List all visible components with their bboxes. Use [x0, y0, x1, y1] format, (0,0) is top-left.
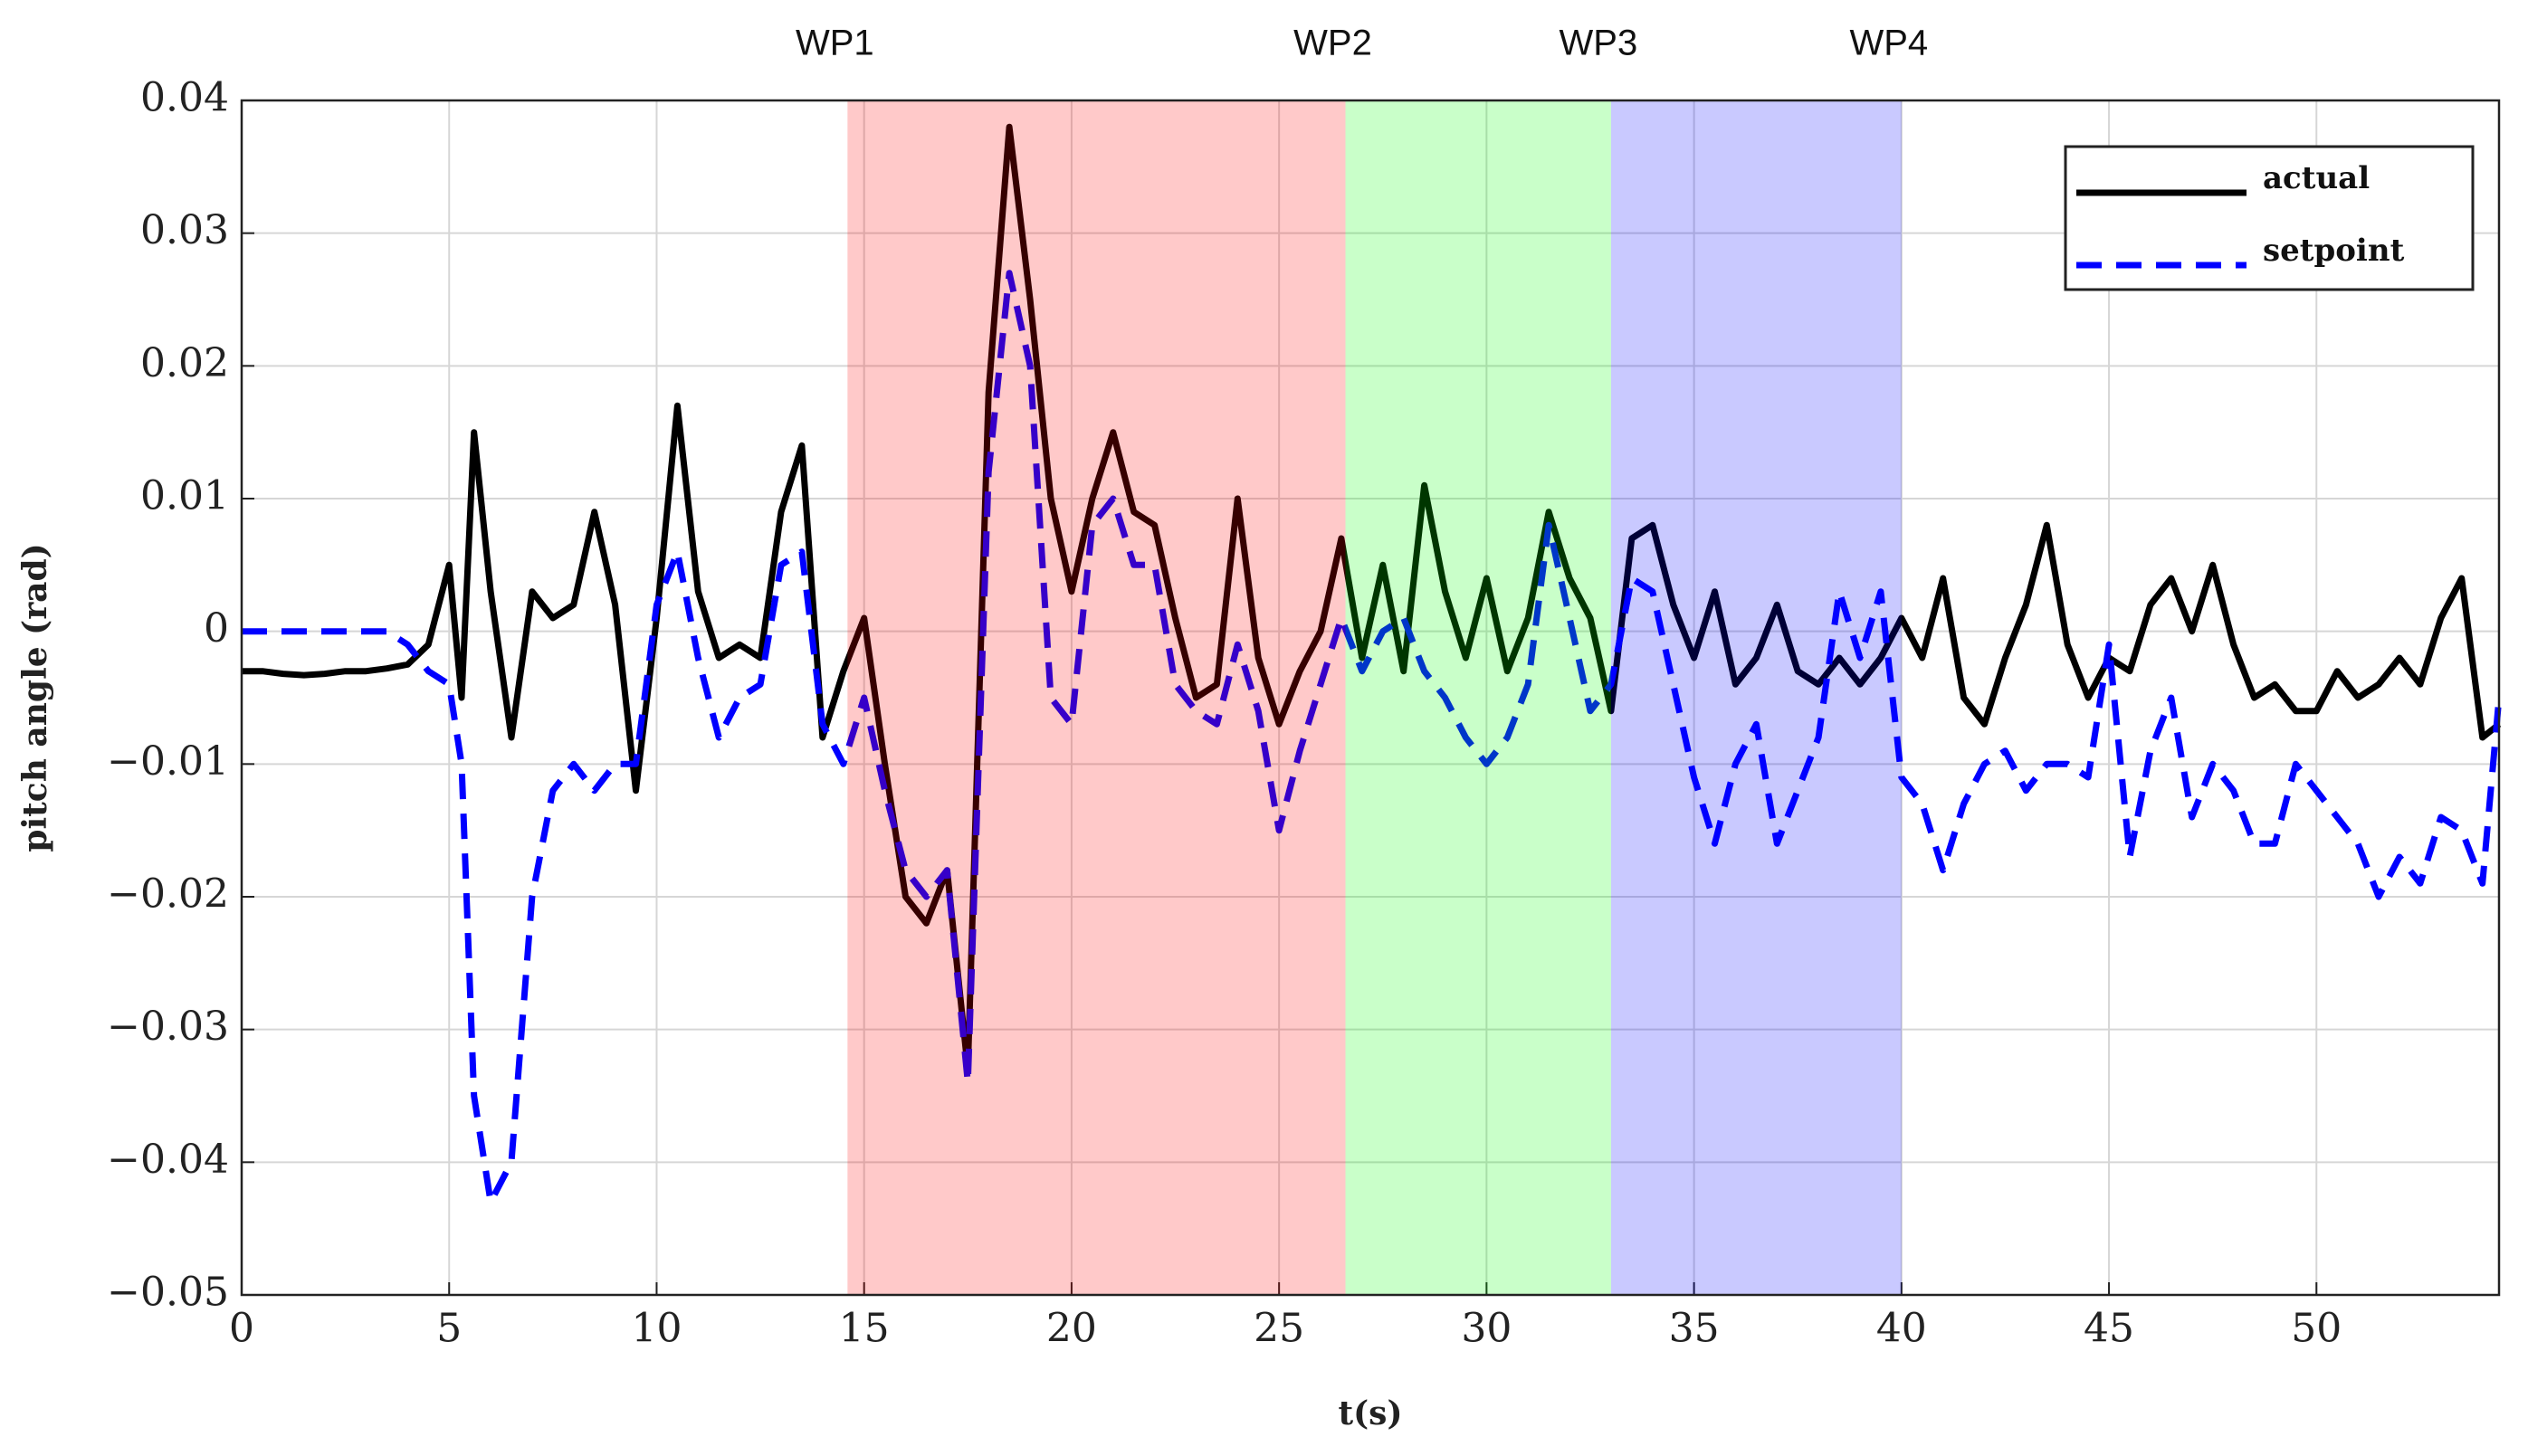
phase-region [1345, 100, 1611, 1295]
x-tick-label: 30 [1461, 1306, 1512, 1352]
y-tick-label: −0.04 [107, 1137, 229, 1183]
phase-region [1610, 100, 1902, 1295]
x-tick-label: 5 [436, 1306, 462, 1352]
y-tick-label: −0.01 [107, 738, 229, 785]
y-tick-label: 0.01 [140, 473, 229, 519]
legend-label: setpoint [2263, 233, 2405, 269]
waypoint-label: WP4 [1849, 24, 1928, 63]
y-axis-label: pitch angle (rad) [16, 543, 54, 852]
y-tick-label: −0.02 [107, 871, 229, 918]
waypoint-label: WP1 [796, 24, 874, 63]
y-tick-label: 0.03 [140, 207, 229, 253]
y-tick-label: 0 [204, 605, 229, 652]
x-axis-label: t(s) [1339, 1394, 1403, 1432]
x-tick-label: 15 [839, 1306, 890, 1352]
y-tick-label: −0.03 [107, 1004, 229, 1050]
line-series [242, 123, 2502, 1073]
x-tick-label: 40 [1876, 1306, 1927, 1352]
y-tick-label: −0.05 [107, 1270, 229, 1316]
phase-region [847, 100, 1346, 1295]
y-tick-label: 0.02 [140, 340, 229, 386]
x-tick-label: 10 [631, 1306, 682, 1352]
x-tick-label: 25 [1254, 1306, 1304, 1352]
x-tick-label: 50 [2291, 1306, 2342, 1352]
line-series [242, 270, 2503, 1205]
legend-label: actual [2263, 160, 2370, 196]
plot-frame [240, 99, 2501, 1297]
waypoint-label: WP3 [1560, 24, 1638, 63]
x-tick-label: 0 [229, 1306, 254, 1352]
y-tick-label: 0.04 [140, 75, 229, 121]
x-tick-label: 45 [2084, 1306, 2134, 1352]
waypoint-label: WP2 [1293, 24, 1372, 63]
x-tick-label: 20 [1046, 1306, 1097, 1352]
x-tick-label: 35 [1669, 1306, 1720, 1352]
